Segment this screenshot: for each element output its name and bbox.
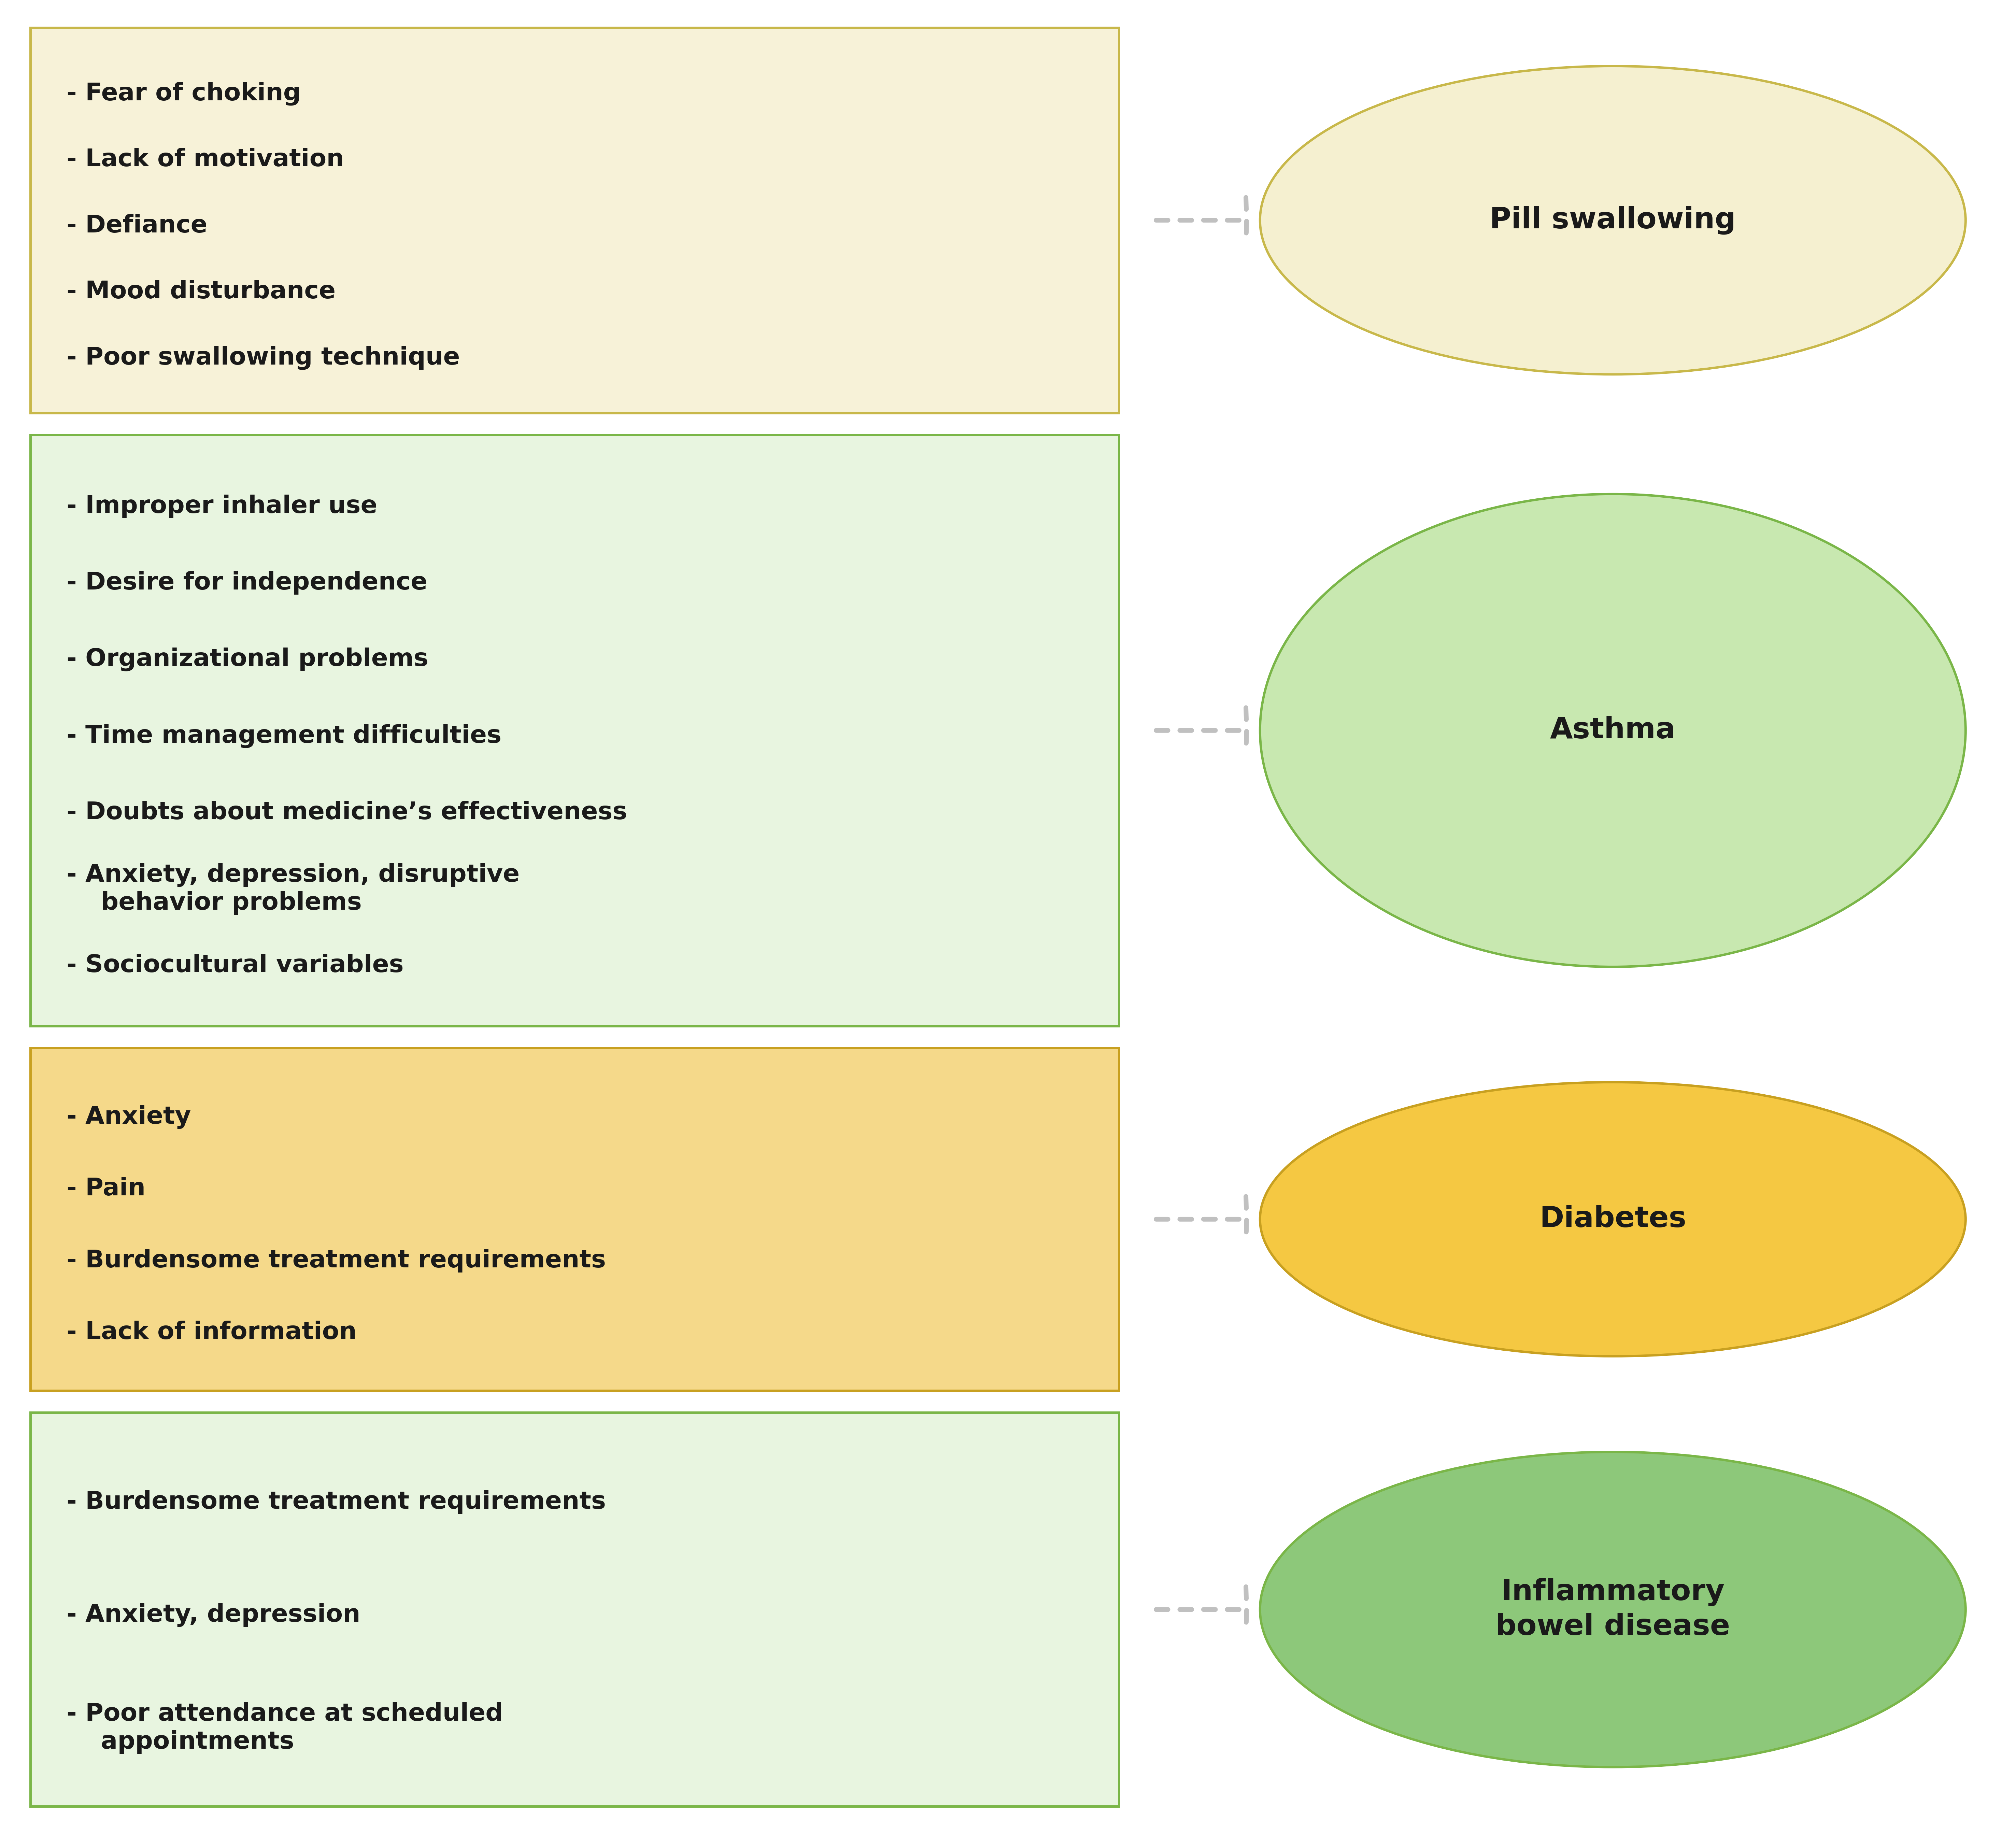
Text: - Desire for independence: - Desire for independence (67, 570, 427, 594)
Text: - Defiance: - Defiance (67, 215, 208, 237)
Text: - Poor swallowing technique: - Poor swallowing technique (67, 347, 460, 370)
Text: Asthma: Asthma (1550, 717, 1675, 745)
Text: - Doubts about medicine’s effectiveness: - Doubts about medicine’s effectiveness (67, 801, 627, 823)
Text: Pill swallowing: Pill swallowing (1490, 205, 1736, 235)
Text: - Time management difficulties: - Time management difficulties (67, 724, 502, 748)
FancyBboxPatch shape (30, 28, 1119, 413)
Text: - Organizational problems: - Organizational problems (67, 647, 427, 671)
Ellipse shape (1260, 1453, 1966, 1768)
Text: - Burdensome treatment requirements: - Burdensome treatment requirements (67, 1491, 607, 1513)
Text: - Anxiety: - Anxiety (67, 1106, 192, 1128)
Text: - Lack of information: - Lack of information (67, 1320, 357, 1344)
Text: - Anxiety, depression: - Anxiety, depression (67, 1603, 361, 1627)
Text: - Fear of choking: - Fear of choking (67, 83, 300, 105)
FancyBboxPatch shape (30, 435, 1119, 1025)
Text: Diabetes: Diabetes (1540, 1205, 1685, 1234)
Text: Inflammatory
bowel disease: Inflammatory bowel disease (1496, 1577, 1730, 1641)
Text: - Lack of motivation: - Lack of motivation (67, 149, 345, 171)
Text: - Anxiety, depression, disruptive
    behavior problems: - Anxiety, depression, disruptive behavi… (67, 864, 520, 915)
FancyBboxPatch shape (30, 1047, 1119, 1390)
Ellipse shape (1260, 66, 1966, 374)
Text: - Mood disturbance: - Mood disturbance (67, 281, 335, 304)
Text: - Burdensome treatment requirements: - Burdensome treatment requirements (67, 1249, 607, 1273)
Text: - Sociocultural variables: - Sociocultural variables (67, 954, 403, 978)
Text: - Poor attendance at scheduled
    appointments: - Poor attendance at scheduled appointme… (67, 1702, 504, 1753)
Text: - Improper inhaler use: - Improper inhaler use (67, 495, 377, 517)
FancyBboxPatch shape (30, 1412, 1119, 1806)
Ellipse shape (1260, 1082, 1966, 1355)
Text: - Pain: - Pain (67, 1177, 145, 1201)
Ellipse shape (1260, 493, 1966, 967)
